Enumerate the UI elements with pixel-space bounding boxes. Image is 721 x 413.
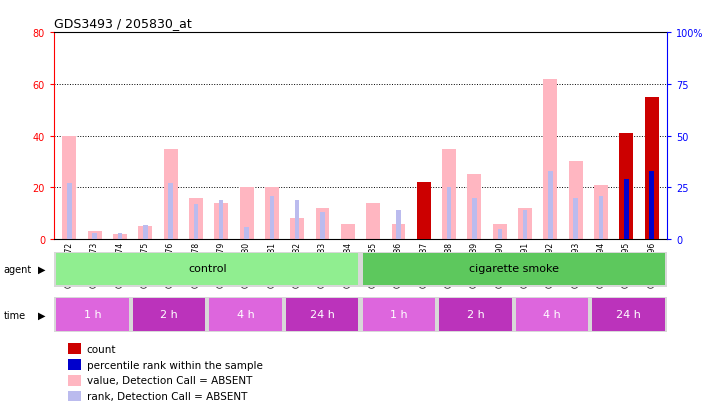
Bar	[516, 299, 588, 331]
Bar	[593, 299, 665, 331]
Bar	[194, 204, 198, 240]
Bar	[624, 180, 629, 240]
Text: count: count	[87, 344, 116, 354]
Bar	[56, 253, 358, 286]
Bar	[523, 211, 527, 240]
Text: 2 h: 2 h	[160, 309, 178, 319]
Text: 1 h: 1 h	[390, 309, 407, 319]
Bar	[143, 225, 148, 240]
Bar	[366, 204, 380, 240]
Bar	[239, 188, 254, 240]
Text: ▶: ▶	[37, 310, 45, 320]
Bar	[88, 232, 102, 240]
Bar	[497, 229, 502, 240]
Bar	[62, 136, 76, 240]
Bar	[164, 149, 177, 240]
Bar	[316, 209, 329, 240]
Bar	[56, 299, 128, 331]
Text: ▶: ▶	[37, 264, 45, 274]
Bar	[138, 227, 152, 240]
Text: 1 h: 1 h	[84, 309, 101, 319]
Bar	[619, 134, 633, 240]
Bar	[214, 204, 228, 240]
Text: 24 h: 24 h	[310, 309, 335, 319]
Bar	[467, 175, 482, 240]
Bar	[439, 299, 512, 331]
Bar	[244, 227, 249, 240]
Bar	[493, 224, 507, 240]
Bar	[569, 162, 583, 240]
Bar	[270, 196, 274, 240]
Bar	[447, 188, 451, 240]
Text: value, Detection Call = ABSENT: value, Detection Call = ABSENT	[87, 375, 252, 385]
Bar	[363, 253, 665, 286]
Text: 24 h: 24 h	[616, 309, 641, 319]
Bar	[544, 79, 557, 240]
Bar	[92, 233, 97, 240]
Bar	[650, 171, 654, 240]
Text: GDS3493 / 205830_at: GDS3493 / 205830_at	[54, 17, 192, 29]
Text: percentile rank within the sample: percentile rank within the sample	[87, 360, 262, 370]
Bar	[573, 198, 578, 240]
Bar	[518, 209, 532, 240]
Bar	[417, 183, 430, 240]
Bar	[472, 198, 477, 240]
Bar	[295, 200, 299, 240]
Bar	[341, 224, 355, 240]
Text: control: control	[188, 264, 226, 274]
Bar	[133, 299, 205, 331]
Bar	[599, 196, 603, 240]
Bar	[645, 97, 659, 240]
Bar	[392, 224, 405, 240]
Bar	[291, 219, 304, 240]
Bar	[118, 233, 122, 240]
Bar	[320, 213, 324, 240]
Text: 4 h: 4 h	[543, 309, 561, 319]
Bar	[67, 184, 71, 240]
Text: cigarette smoke: cigarette smoke	[469, 264, 559, 274]
Bar	[397, 211, 401, 240]
Bar	[286, 299, 358, 331]
Bar	[168, 184, 173, 240]
Text: time: time	[4, 310, 26, 320]
Bar	[209, 299, 282, 331]
Bar	[219, 200, 224, 240]
Text: 4 h: 4 h	[236, 309, 255, 319]
Text: rank, Detection Call = ABSENT: rank, Detection Call = ABSENT	[87, 391, 247, 401]
Text: 2 h: 2 h	[466, 309, 485, 319]
Bar	[594, 185, 608, 240]
Bar	[650, 171, 654, 240]
Bar	[619, 134, 633, 240]
Bar	[113, 235, 127, 240]
Text: agent: agent	[4, 264, 32, 274]
Bar	[548, 171, 553, 240]
Bar	[442, 149, 456, 240]
Bar	[363, 299, 435, 331]
Bar	[189, 198, 203, 240]
Bar	[265, 188, 279, 240]
